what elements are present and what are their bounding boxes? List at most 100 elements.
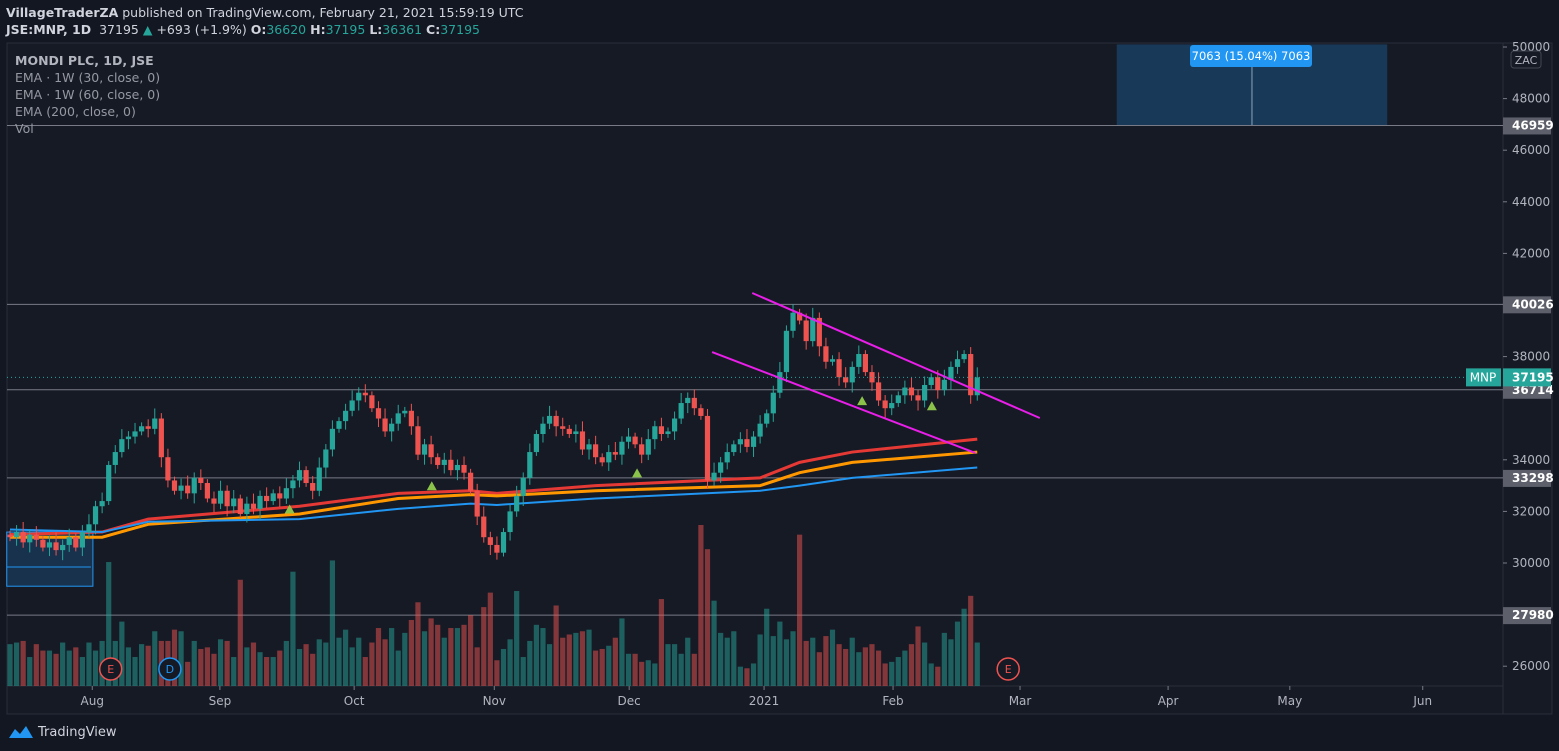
volume-bar — [671, 644, 678, 686]
candle-body — [66, 537, 72, 545]
footer: TradingView — [8, 724, 117, 740]
time-tick-label: Oct — [344, 694, 365, 708]
candle-body — [336, 421, 342, 429]
legend-title[interactable]: MONDI PLC, 1D, JSE — [15, 53, 154, 68]
volume-bar — [224, 640, 230, 686]
candle — [685, 392, 691, 414]
candle-body — [198, 477, 204, 484]
candle-body — [875, 382, 882, 401]
buy-signal-icon — [926, 401, 937, 411]
candle-body — [264, 495, 270, 502]
candle — [362, 384, 368, 403]
candle — [737, 432, 743, 453]
candle — [902, 380, 908, 404]
volume-bar — [119, 621, 125, 686]
price-tick-label: 26000 — [1512, 659, 1550, 673]
volume-bar — [500, 648, 507, 686]
earnings-event-icon[interactable] — [98, 657, 123, 681]
volume-bar — [277, 650, 283, 686]
candle-body — [7, 534, 13, 538]
candle-body — [290, 480, 296, 489]
candle — [816, 312, 822, 357]
candle-body — [421, 444, 428, 455]
legend-volume[interactable]: Vol — [15, 121, 34, 136]
candle — [606, 445, 612, 471]
candle-body — [889, 403, 895, 409]
candle — [711, 462, 717, 486]
earnings-event-icon[interactable] — [996, 657, 1020, 681]
legend-ema-60w[interactable]: EMA · 1W (60, close, 0) — [15, 87, 161, 102]
trendline-channel-upper[interactable] — [751, 292, 1041, 419]
candle-body — [474, 490, 480, 517]
candle — [974, 367, 980, 401]
candle-body — [671, 418, 678, 432]
candle-body — [612, 452, 618, 455]
candle-body — [145, 426, 151, 429]
volume-bar — [435, 624, 441, 686]
candle-body — [902, 387, 908, 396]
candle — [342, 403, 349, 430]
candle — [415, 416, 421, 461]
trendline-channel-lower[interactable] — [711, 351, 976, 454]
volume-bar — [349, 647, 355, 686]
currency-button[interactable] — [1510, 50, 1542, 69]
candle — [639, 437, 645, 464]
candle-body — [520, 477, 526, 496]
candle — [481, 506, 487, 543]
time-tick-label: Feb — [882, 694, 903, 708]
volume-bar — [60, 642, 66, 686]
candle-body — [645, 439, 651, 455]
volume-bar — [685, 637, 691, 686]
candle — [448, 449, 454, 476]
volume-bar — [553, 605, 559, 686]
candle-body — [961, 354, 967, 360]
volume-bar — [20, 640, 26, 686]
volume-bar — [356, 637, 362, 686]
candle — [889, 394, 895, 416]
volume-bar — [204, 647, 210, 686]
candle — [244, 496, 250, 523]
volume-bar — [211, 653, 217, 686]
volume-bar — [889, 661, 895, 686]
volume-bar — [53, 653, 59, 686]
candle-body — [415, 426, 421, 455]
candle-body — [711, 472, 717, 481]
candle-body — [540, 423, 546, 434]
candle — [132, 422, 138, 444]
candle-body — [639, 444, 645, 455]
candle-body — [619, 441, 625, 455]
author[interactable]: VillageTraderZA — [6, 5, 119, 20]
volume-bar — [66, 650, 72, 686]
footer-brand[interactable]: TradingView — [38, 724, 117, 740]
candle — [7, 530, 13, 542]
volume-bar — [507, 639, 513, 686]
legend-ema-200[interactable]: EMA (200, close, 0) — [15, 104, 136, 119]
level-price-label: 27980 — [1512, 608, 1554, 622]
candle-body — [191, 477, 197, 494]
volume-bar — [869, 644, 875, 686]
legend-ema-30w[interactable]: EMA · 1W (30, close, 0) — [15, 70, 161, 85]
candle-body — [895, 395, 901, 404]
volume-bar — [441, 637, 447, 686]
candle — [566, 424, 572, 438]
volume-bar — [566, 634, 572, 686]
volume-bar — [270, 657, 276, 686]
candle-body — [468, 472, 474, 491]
candle-body — [46, 542, 53, 548]
volume-bar — [540, 628, 546, 686]
candle — [303, 466, 309, 487]
candle — [369, 391, 375, 413]
volume-bar — [421, 631, 428, 686]
volume-bar — [790, 631, 796, 686]
currency-label: ZAC — [1515, 54, 1538, 67]
volume-bar — [185, 661, 191, 686]
volume-bar — [737, 666, 743, 686]
candle-body — [217, 490, 224, 504]
volume-bar — [546, 644, 553, 686]
dividend-event-icon[interactable] — [158, 657, 182, 681]
candle — [178, 478, 184, 500]
candle — [336, 417, 342, 433]
price-tick-label: 44000 — [1512, 195, 1550, 209]
candle — [777, 362, 783, 399]
